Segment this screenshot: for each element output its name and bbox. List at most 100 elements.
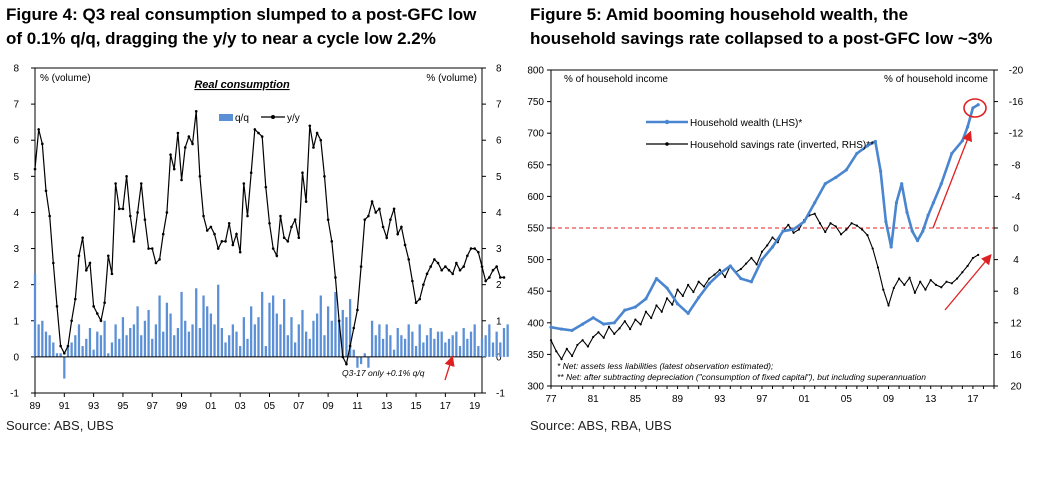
figure-5-wealth-point (976, 103, 980, 107)
figure-4-qq-bar (55, 353, 59, 357)
figure-5-source: Source: ABS, RBA, UBS (530, 418, 672, 433)
figure-5-savings-point (861, 228, 864, 231)
figure-4-x-tick-label: 17 (440, 401, 452, 412)
figure-5-wealth-point (834, 175, 838, 180)
figure-4-left-axis: -1 0 1 2 3 4 5 6 7 8 (10, 64, 35, 400)
figure-4-yy-point (462, 265, 465, 268)
figure-4-yy-point (125, 175, 128, 178)
figure-4-x-tick-label: 09 (323, 401, 335, 412)
figure-4-chart-title: Real consumption (194, 79, 290, 91)
figure-4-qq-bar (158, 295, 161, 357)
figure-4-qq-bar (195, 288, 198, 357)
figure-4-yy-point (381, 225, 385, 229)
figure-4-qq-bar (114, 324, 117, 357)
figure-4-qq-bar (151, 338, 154, 357)
figure-5-x-tick-label: 01 (799, 394, 811, 405)
figure-4-qq-bar (169, 313, 172, 357)
figure-5-savings-point (813, 212, 816, 215)
figure-5-savings-point (903, 283, 906, 286)
figure-5-savings-point (713, 273, 716, 276)
figure-5-wealth-point (950, 151, 954, 156)
figure-5-wealth-point (889, 245, 893, 249)
figure-4-yy-point (268, 221, 271, 225)
figure-4-yy-point (81, 236, 84, 240)
figure-4-yy-point (315, 131, 319, 135)
figure-4-yy-point (447, 268, 451, 272)
figure-4-yy-point (143, 218, 147, 221)
figure-4-qq-bar (264, 346, 267, 357)
figure-4-qq-bar (253, 324, 256, 357)
figure-5-right-axis: -20 -16 -12 -8 -4 0 4 8 12 16 20 (994, 66, 1024, 393)
figure-4-x-tick-label: 11 (352, 401, 363, 412)
figure-4-qq-bar (44, 331, 48, 357)
figure-4-annotation: Q3-17 only +0.1% q/q (342, 368, 425, 378)
figure-4-qq-bar (455, 331, 458, 357)
figure-5-savings-point (908, 276, 911, 279)
figure-5-left-tick-label: 550 (527, 224, 544, 235)
figure-5-savings-point (950, 282, 953, 285)
figure-4-qq-bar (392, 349, 396, 357)
figure-4-yy-point (110, 272, 114, 276)
figure-4-qq-bar (425, 335, 429, 357)
figure-5-wealth-point (581, 322, 585, 326)
figure-5-wealth-point (760, 258, 764, 262)
figure-4-qq-bar (257, 317, 260, 357)
figure-5-wealth-point (612, 321, 616, 325)
figure-5-wealth-point (707, 282, 711, 286)
figure-4-yy-point (436, 261, 440, 265)
figure-5-wealth-point (910, 229, 914, 233)
figure-5-savings-point (797, 228, 800, 231)
figure-4-qq-bar (154, 324, 158, 357)
figure-5-wealth-point (602, 322, 606, 326)
figure-4-x-tick-label: 03 (235, 401, 247, 412)
figure-4-yy-point (367, 214, 370, 218)
figure-5-x-tick-label: 09 (883, 394, 895, 405)
figure-5-legend-savings-label: Household savings rate (inverted, RHS)** (690, 140, 874, 151)
figure-5-savings-point (665, 297, 669, 300)
figure-4-yy-point (213, 232, 216, 236)
figure-4-yy-point (308, 124, 312, 128)
figure-4-yy-point (198, 175, 202, 178)
figure-4-qq-bar (99, 335, 103, 357)
figure-5-wealth-point (931, 201, 935, 205)
figure-4-qq-bar (107, 353, 110, 357)
figure-5-wealth-point (728, 264, 732, 268)
figure-5-legend-wealth-marker (664, 119, 670, 125)
figure-4-red-arrow (444, 355, 455, 381)
figure-4-yy-point (275, 254, 279, 258)
figure-4-qq-bar (66, 346, 70, 357)
figure-5-left-tick-label: 700 (527, 129, 544, 140)
figure-5-savings-point (639, 323, 642, 326)
figure-5-wealth-point (905, 210, 909, 214)
figure-4-right-tick-label: 2 (496, 280, 502, 291)
figure-4-x-tick-label: 07 (293, 401, 305, 412)
figure-5-savings-point (882, 288, 885, 291)
figure-5-savings-point (613, 332, 616, 335)
figure-4-qq-bar (143, 320, 147, 357)
figure-4-qq-bar (272, 295, 275, 357)
figure-4-qq-bar (268, 302, 271, 357)
figure-4-yy-point (473, 247, 476, 250)
figure-4-yy-point (451, 272, 454, 276)
figure-4-yy-point (55, 305, 59, 308)
figure-4-yy-point (227, 221, 231, 225)
figure-4-left-tick-label: 2 (13, 280, 19, 291)
figure-5-right-tick-label: -4 (1012, 192, 1021, 203)
figure-4-yy-point (312, 146, 315, 149)
figure-4-qq-bar (469, 331, 473, 357)
figure-4-qq-bar (217, 284, 220, 357)
figure-4-yy-point (326, 218, 330, 221)
figure-4-left-tick-label: 4 (13, 208, 19, 219)
figure-5-wealth-point (623, 308, 627, 312)
figure-4-qq-bar (48, 335, 51, 357)
figure-4-yy-point (348, 344, 352, 348)
figure-4-qq-bar (70, 342, 73, 357)
figure-4-x-axis: 89 91 93 95 97 99 01 03 05 07 09 11 13 15 17 19 (29, 393, 481, 412)
figure-5-savings-point (940, 286, 943, 289)
figure-5-wealth-point (915, 239, 920, 243)
figure-4-yy-point (194, 110, 198, 113)
figure-5-savings-point (629, 328, 632, 331)
figure-5-wealth-point (770, 245, 775, 249)
figure-5-right-tick-label: 12 (1010, 318, 1022, 329)
figure-5-wealth-point (971, 106, 975, 110)
